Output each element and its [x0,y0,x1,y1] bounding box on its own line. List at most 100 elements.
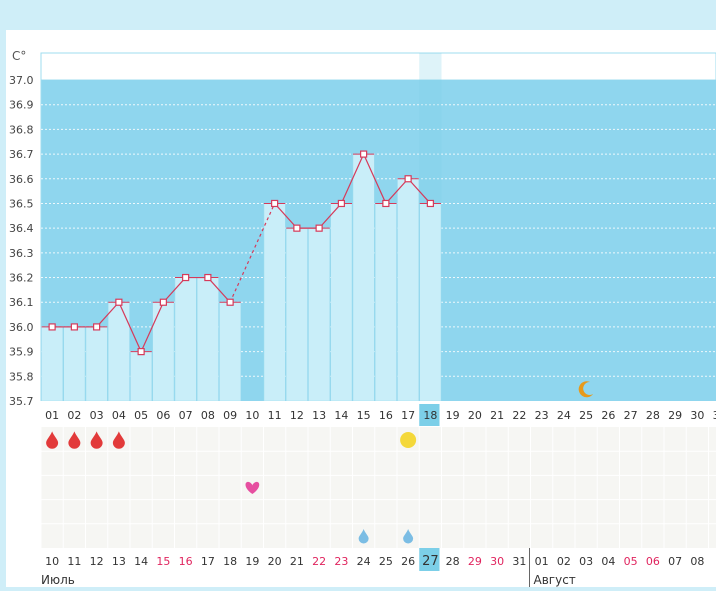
calendar-date[interactable]: 02 [557,555,571,568]
calendar-date[interactable]: 11 [67,555,81,568]
moon-icon[interactable] [578,381,594,398]
water-drop-icon[interactable] [403,529,414,544]
calendar-date[interactable]: 17 [201,555,215,568]
data-point[interactable] [226,298,234,306]
calendar-date[interactable]: 15 [156,555,170,568]
sun-icon[interactable] [400,432,417,448]
x-tick-label[interactable]: 30 [690,409,704,422]
x-tick-label[interactable]: 24 [557,409,571,422]
x-tick-label[interactable]: 11 [268,409,282,422]
x-tick-label[interactable]: 29 [668,409,682,422]
data-point[interactable] [137,348,145,356]
data-point[interactable] [48,323,56,331]
calendar-date[interactable]: 20 [268,555,282,568]
data-point[interactable] [293,224,301,232]
calendar-date[interactable]: 16 [179,555,193,568]
x-tick-label[interactable]: 18 [423,409,437,422]
bar [85,326,108,402]
calendar-date[interactable]: 29 [468,555,482,568]
calendar-date[interactable]: 23 [334,555,348,568]
calendar-date[interactable]: 04 [601,555,615,568]
x-tick-label[interactable]: 14 [334,409,348,422]
x-tick-label[interactable]: 12 [290,409,304,422]
blood-drop-icon[interactable] [90,431,103,449]
calendar-date[interactable]: 30 [490,555,504,568]
x-tick-label[interactable]: 01 [45,409,59,422]
x-tick-label[interactable]: 06 [156,409,170,422]
bar [263,203,286,402]
bar [108,301,130,402]
y-tick-label: 36.7 [9,148,34,161]
calendar-date[interactable]: 06 [646,555,660,568]
calendar-date[interactable]: 18 [223,555,237,568]
data-point[interactable] [337,199,345,208]
x-tick-label[interactable]: 04 [112,409,126,422]
y-tick-label: 36.8 [9,123,34,136]
x-tick-label[interactable]: 31 [713,409,716,422]
calendar-date[interactable]: 26 [401,555,415,568]
x-tick-label[interactable]: 08 [201,409,215,422]
x-tick-label[interactable]: 02 [67,409,81,422]
x-tick-label[interactable]: 15 [357,409,371,422]
data-point[interactable] [404,175,412,183]
x-tick-label[interactable]: 27 [624,409,638,422]
x-tick-label[interactable]: 16 [379,409,393,422]
bar [219,301,241,402]
data-point[interactable] [182,273,190,282]
data-point[interactable] [204,273,212,282]
series-line [207,277,231,303]
x-tick-label[interactable]: 03 [90,409,104,422]
blood-drop-icon[interactable] [46,431,59,449]
x-tick-label[interactable]: 19 [446,409,460,422]
y-tick-label: 36.1 [9,296,34,309]
data-point[interactable] [70,323,78,331]
x-tick-label[interactable]: 23 [535,409,549,422]
data-point[interactable] [426,199,434,208]
calendar-date[interactable]: 12 [90,555,104,568]
data-point[interactable] [93,323,101,331]
x-tick-label[interactable]: 10 [245,409,259,422]
x-tick-label[interactable]: 25 [579,409,593,422]
calendar-date[interactable]: 24 [357,555,371,568]
calendar-date[interactable]: 10 [45,555,59,568]
bar [352,153,375,402]
calendar-date[interactable]: 13 [112,555,126,568]
calendar-date[interactable]: 07 [668,555,682,568]
x-tick-label[interactable]: 05 [134,409,148,422]
x-tick-label[interactable]: 07 [179,409,193,422]
x-tick-label[interactable]: 17 [401,409,415,422]
calendar-date[interactable]: 01 [535,555,549,568]
calendar-date[interactable]: 22 [312,555,326,568]
data-point[interactable] [115,298,123,306]
x-tick-label[interactable]: 20 [468,409,482,422]
calendar-date[interactable]: 08 [690,555,704,568]
data-point[interactable] [360,150,368,158]
series-line [407,178,431,204]
blood-drop-icon[interactable] [112,431,125,449]
calendar-date[interactable]: 25 [379,555,393,568]
calendar-date[interactable]: 14 [134,555,148,568]
series-line [96,301,120,328]
x-tick-label[interactable]: 09 [223,409,237,422]
series-line [363,153,387,204]
water-drop-icon[interactable] [358,529,369,544]
data-point[interactable] [271,199,279,208]
x-tick-label[interactable]: 22 [512,409,526,422]
data-point[interactable] [315,224,323,232]
calendar-date[interactable]: 03 [579,555,593,568]
data-point[interactable] [382,199,390,208]
x-tick-label[interactable]: 21 [490,409,504,422]
calendar-date[interactable]: 05 [624,555,638,568]
calendar-date[interactable]: 28 [446,555,460,568]
x-tick-label[interactable]: 26 [601,409,615,422]
x-tick-label[interactable]: 28 [646,409,660,422]
data-point[interactable] [159,298,167,306]
heart-icon[interactable] [245,481,260,494]
calendar-date[interactable]: 21 [290,555,304,568]
calendar-date[interactable]: 19 [245,555,259,568]
calendar-date[interactable]: 27 [422,554,439,569]
calendar-date[interactable]: 31 [512,555,526,568]
blood-drop-icon[interactable] [68,431,81,449]
x-tick-label[interactable]: 13 [312,409,326,422]
series-line [340,153,365,204]
